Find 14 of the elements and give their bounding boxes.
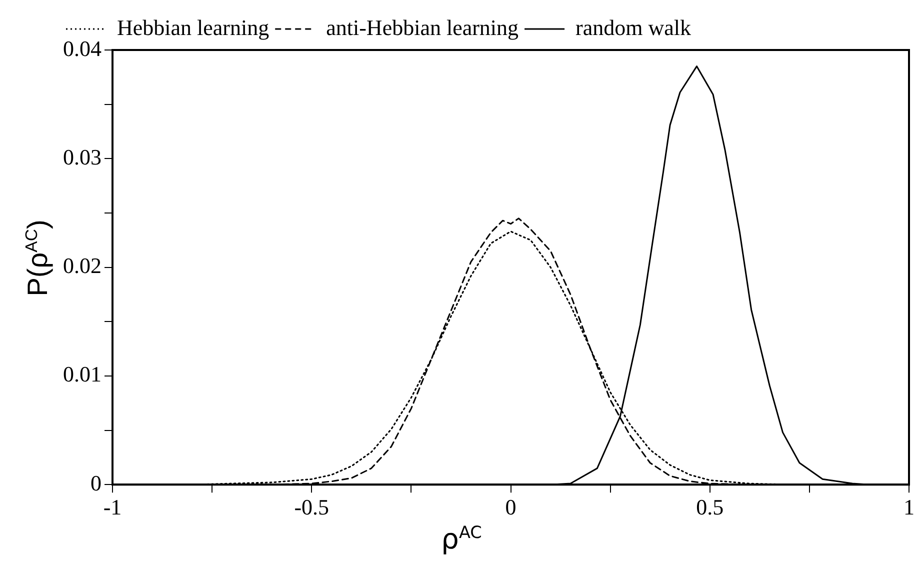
y-tick-label: 0.04 bbox=[63, 36, 102, 61]
x-tick-label: 1 bbox=[904, 494, 914, 520]
y-tick-label: 0.01 bbox=[63, 362, 102, 387]
x-tick-label: 0 bbox=[505, 494, 516, 520]
y-tick-label: 0.02 bbox=[63, 253, 102, 278]
legend-label: anti-Hebbian learning bbox=[326, 14, 519, 40]
x-tick-label: -0.5 bbox=[294, 494, 330, 520]
y-tick-label: 0.03 bbox=[63, 144, 102, 170]
x-tick-label: -1 bbox=[103, 494, 122, 520]
x-tick-label: 0.5 bbox=[696, 494, 724, 520]
x-axis-title: ρ$^{AC}$ bbox=[440, 522, 483, 556]
y-tick-label: 0 bbox=[90, 470, 102, 496]
legend-label: Hebbian learning bbox=[117, 14, 270, 40]
legend-label: random walk bbox=[576, 14, 692, 40]
